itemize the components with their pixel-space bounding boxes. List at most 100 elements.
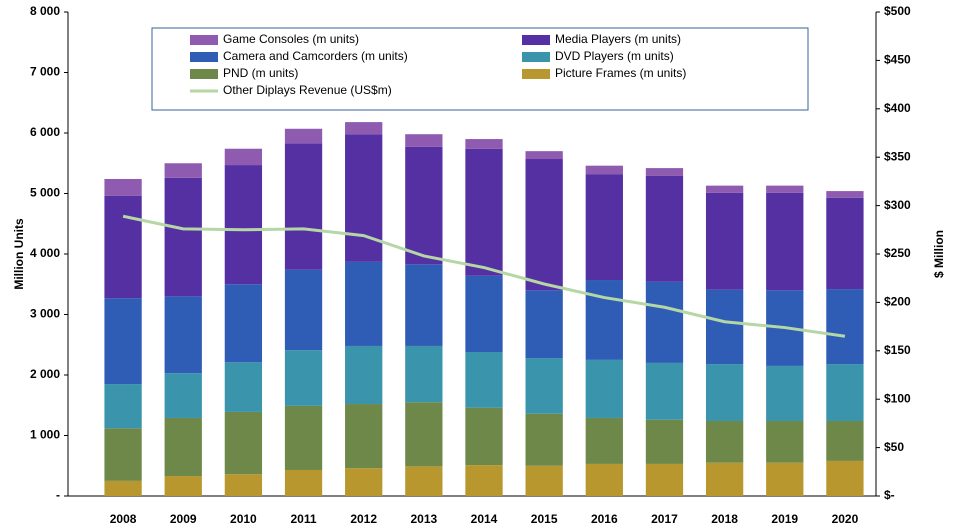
bar-segment xyxy=(585,174,623,281)
legend-swatch xyxy=(522,69,550,79)
bar-segment xyxy=(465,139,503,149)
bar-segment xyxy=(705,192,744,290)
bar-segment xyxy=(525,465,563,496)
bar-segment xyxy=(585,280,623,360)
y2-axis-title: $ Million xyxy=(932,230,946,278)
legend-swatch xyxy=(190,35,218,45)
y-tick-label: 1 000 xyxy=(30,428,60,442)
legend-label: Game Consoles (m units) xyxy=(223,32,359,46)
bar-segment xyxy=(224,165,263,285)
bar-segment xyxy=(465,352,503,408)
y-axis-title: Million Units xyxy=(12,218,26,290)
bar-segment xyxy=(405,264,443,346)
y2-tick-label: $300 xyxy=(884,198,911,212)
bar-segment xyxy=(345,134,383,262)
bar-segment xyxy=(164,476,202,496)
bar-segment xyxy=(645,362,684,420)
x-tick-label: 2018 xyxy=(711,512,738,526)
x-tick-label: 2009 xyxy=(170,512,197,526)
bar-segment xyxy=(525,358,563,414)
legend-label: Camera and Camcorders (m units) xyxy=(223,49,408,63)
bar-segment xyxy=(405,134,443,147)
bar-segment xyxy=(766,462,804,496)
y2-tick-label: $350 xyxy=(884,149,911,163)
bar-segment xyxy=(345,345,383,405)
y2-tick-label: $100 xyxy=(884,391,911,405)
bar-segment xyxy=(465,148,503,276)
x-tick-label: 2016 xyxy=(591,512,618,526)
y-tick-label: - xyxy=(56,488,60,502)
bar-segment xyxy=(284,405,323,470)
bar-segment xyxy=(826,460,864,496)
bar-segment xyxy=(585,165,623,175)
bar-segment xyxy=(345,468,383,496)
y2-tick-label: $50 xyxy=(884,440,904,454)
bar-segment xyxy=(585,463,623,496)
legend-label: Picture Frames (m units) xyxy=(555,66,686,80)
x-tick-label: 2014 xyxy=(471,512,498,526)
y2-tick-label: $450 xyxy=(884,53,911,67)
bar-segment xyxy=(104,480,142,496)
y2-tick-label: $150 xyxy=(884,343,911,357)
x-tick-label: 2017 xyxy=(651,512,678,526)
bar-segment xyxy=(766,185,804,193)
bar-segment xyxy=(104,195,142,299)
legend-box xyxy=(151,27,809,111)
bar-segment xyxy=(224,411,263,475)
bar-segment xyxy=(525,413,563,466)
bar-segment xyxy=(104,384,142,429)
x-tick-label: 2011 xyxy=(291,512,317,526)
bar-segment xyxy=(104,428,142,481)
bar-segment xyxy=(284,469,323,496)
legend-label: PND (m units) xyxy=(223,66,298,80)
bar-segment xyxy=(224,474,263,496)
bar-segment xyxy=(465,275,503,353)
bar-segment xyxy=(525,151,563,160)
bar-segment xyxy=(345,404,383,469)
x-tick-label: 2008 xyxy=(110,512,137,526)
y2-tick-label: $200 xyxy=(884,295,911,309)
x-tick-label: 2012 xyxy=(350,512,377,526)
bar-segment xyxy=(705,420,744,463)
legend-label: Media Players (m units) xyxy=(555,32,681,46)
bar-segment xyxy=(766,192,804,291)
bar-segment xyxy=(405,146,443,265)
legend-swatch xyxy=(522,52,550,62)
bar-segment xyxy=(164,177,202,297)
bar-segment xyxy=(826,191,864,198)
line-series xyxy=(122,214,846,338)
legend-swatch xyxy=(190,69,218,79)
bar-segment xyxy=(164,296,202,374)
y-tick-label: 2 000 xyxy=(30,367,60,381)
bar-segment xyxy=(525,290,563,359)
y2-tick-label: $400 xyxy=(884,101,911,115)
bar-segment xyxy=(826,420,864,461)
bar-segment xyxy=(104,298,142,385)
bar-segment xyxy=(705,462,744,496)
y2-tick-label: $250 xyxy=(884,246,911,260)
bar-segment xyxy=(705,289,744,365)
legend-swatch xyxy=(522,35,550,45)
bar-segment xyxy=(284,269,323,351)
x-tick-label: 2010 xyxy=(230,512,257,526)
bar-segment xyxy=(345,261,383,346)
bar-segment xyxy=(826,197,864,290)
x-tick-label: 2019 xyxy=(771,512,798,526)
x-tick-label: 2015 xyxy=(531,512,558,526)
y-tick-label: 3 000 xyxy=(30,307,60,321)
y2-tick-label: $- xyxy=(884,488,895,502)
bar-segment xyxy=(705,364,744,421)
bar-segment xyxy=(766,420,804,463)
bar-segment xyxy=(284,350,323,406)
bar-segment xyxy=(766,365,804,421)
bar-segment xyxy=(645,419,684,464)
bar-segment xyxy=(645,463,684,496)
bar-segment xyxy=(826,289,864,365)
y-tick-label: 5 000 xyxy=(30,186,60,200)
bar-segment xyxy=(585,417,623,464)
bar-segment xyxy=(645,281,684,363)
bar-segment xyxy=(465,465,503,496)
bar-segment xyxy=(284,143,323,270)
bar-segment xyxy=(405,345,443,403)
